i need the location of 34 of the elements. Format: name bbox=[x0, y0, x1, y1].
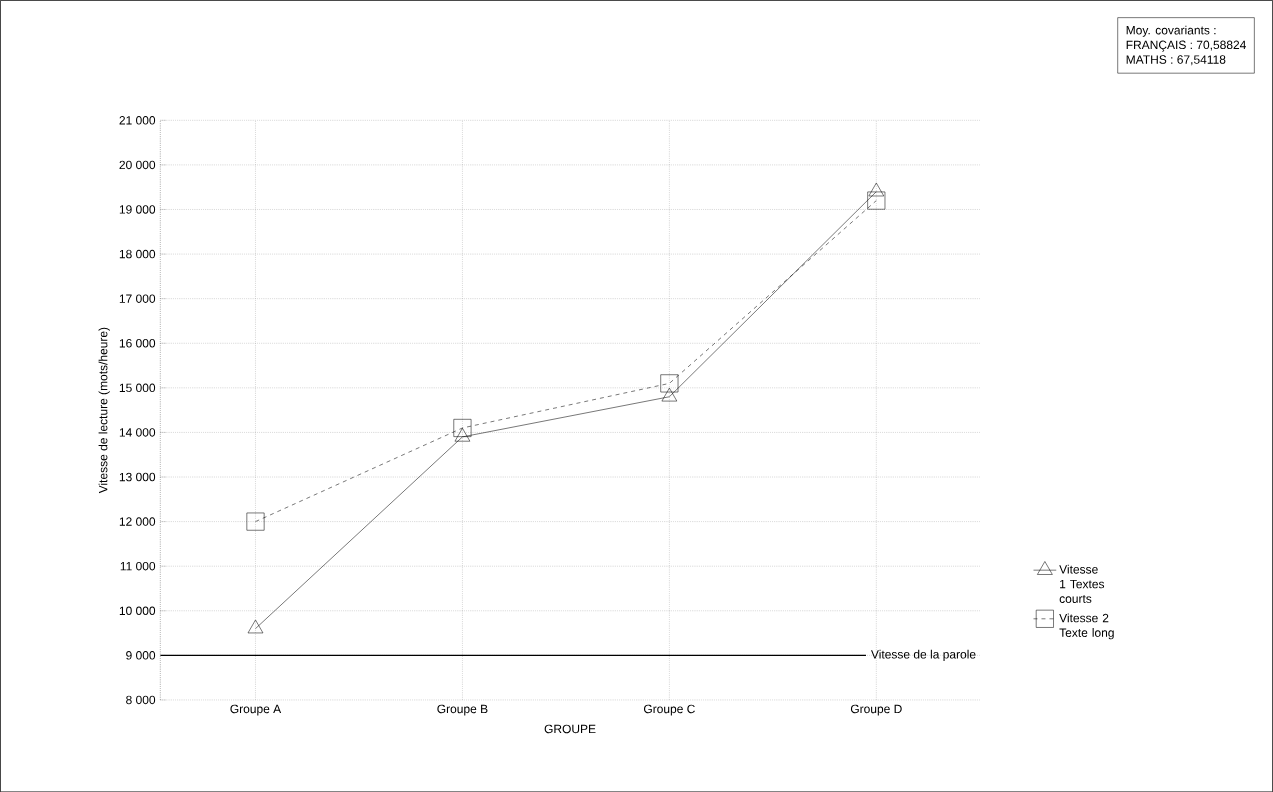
x-tick-label: Groupe A bbox=[230, 704, 282, 716]
text: Moy. covariants : bbox=[1126, 25, 1216, 37]
point bbox=[867, 191, 886, 210]
y-axis-title: Vitesse de lecture (mots/heure) bbox=[98, 327, 110, 494]
y-tick-label: 16 000 bbox=[119, 338, 156, 348]
x-axis-title: GROUPE bbox=[544, 724, 596, 734]
y-tick-label: 8 000 bbox=[126, 695, 156, 705]
legend-label: Vitesse 2 Texte long bbox=[1059, 613, 1114, 640]
y-tick-label: 13 000 bbox=[119, 472, 156, 482]
y-tick-label: 19 000 bbox=[119, 205, 156, 214]
point bbox=[454, 427, 471, 442]
x-tick-label: Groupe B bbox=[437, 704, 488, 716]
text: MATHS : 67,54118 bbox=[1126, 55, 1226, 66]
legend-label: Vitesse 1 Textes courts bbox=[1059, 564, 1105, 603]
point bbox=[247, 619, 264, 634]
x-tick-label: Groupe D bbox=[850, 704, 902, 716]
y-tick-label: 10 000 bbox=[119, 606, 156, 615]
y-tick-label: 18 000 bbox=[119, 249, 156, 259]
y-tick-label: 15 000 bbox=[119, 383, 156, 392]
point bbox=[660, 374, 679, 393]
y-tick-label: 12 000 bbox=[119, 517, 156, 526]
y-tick-label: 17 000 bbox=[119, 294, 156, 303]
y-tick-label: 11 000 bbox=[120, 561, 156, 571]
y-tick-label: 9 000 bbox=[126, 650, 156, 660]
y-tick-label: 14 000 bbox=[119, 428, 156, 437]
point bbox=[661, 387, 678, 402]
y-tick-label: 20 000 bbox=[119, 160, 156, 170]
ref-line-label: Vitesse de la parole bbox=[871, 649, 976, 661]
x-tick-label: Groupe C bbox=[643, 704, 695, 716]
point bbox=[246, 512, 265, 531]
y-tick-label: 21 000 bbox=[119, 115, 156, 125]
text: FRANÇAIS : 70,58824 bbox=[1126, 40, 1246, 52]
point bbox=[868, 182, 885, 197]
point bbox=[453, 418, 472, 437]
